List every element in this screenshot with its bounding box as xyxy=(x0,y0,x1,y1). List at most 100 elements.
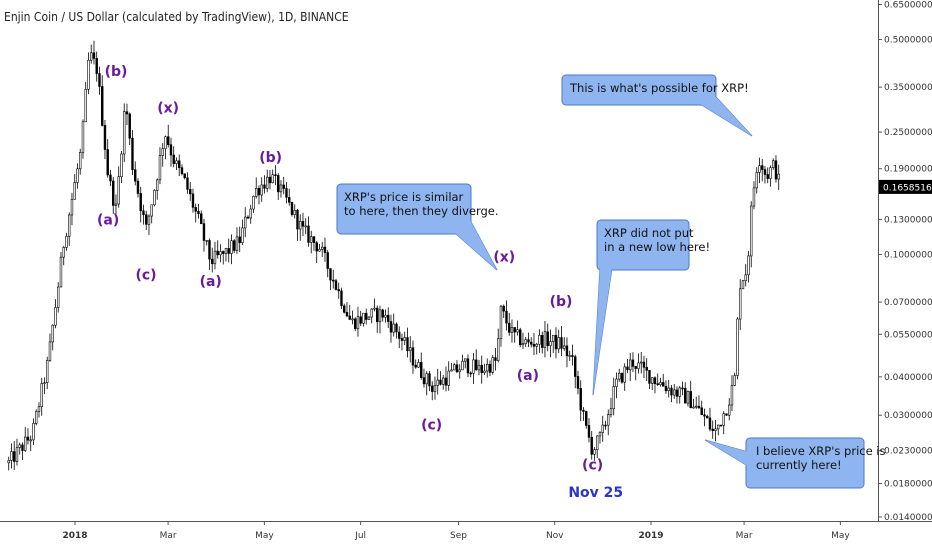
candle-body xyxy=(645,367,648,371)
candle-body xyxy=(717,424,720,430)
candle-body xyxy=(351,318,354,321)
candle-body xyxy=(637,362,640,369)
candle-body xyxy=(153,190,156,206)
candle-body xyxy=(554,334,558,350)
candle-body xyxy=(741,280,745,290)
candle-body xyxy=(486,364,489,372)
wave-label: (x) xyxy=(493,249,515,265)
candle-body xyxy=(612,386,615,410)
candle-body xyxy=(656,383,659,385)
candle-body xyxy=(519,329,522,346)
callout-possible: This is what's possible for XRP! xyxy=(561,74,753,137)
candle-body xyxy=(733,375,736,386)
candle-body xyxy=(304,225,307,228)
candle-body xyxy=(48,341,52,361)
candle-body xyxy=(147,215,151,225)
candle-body xyxy=(310,236,313,243)
candle-body xyxy=(114,203,118,206)
candle-body xyxy=(689,391,692,409)
candle-body xyxy=(134,169,137,182)
candle-body xyxy=(703,414,706,417)
y-tick-label: 0.0700000 xyxy=(884,298,932,308)
y-tick-label: 0.2500000 xyxy=(884,128,932,138)
candle-body xyxy=(461,360,464,371)
candle-body xyxy=(285,188,288,198)
callout-box xyxy=(336,183,472,235)
candle-body xyxy=(348,315,351,320)
candle-body xyxy=(618,373,621,380)
candle-body xyxy=(475,359,478,371)
y-tick-label: 0.0140000 xyxy=(884,513,932,523)
candle-body xyxy=(541,335,544,348)
candle-body xyxy=(629,359,632,371)
candle-body xyxy=(208,240,211,260)
x-tick-label: Nov xyxy=(546,531,564,541)
candle-body xyxy=(752,187,756,207)
candle-body xyxy=(315,242,318,252)
candle-body xyxy=(692,406,695,409)
candle-body xyxy=(670,387,673,396)
x-tick-label: Jul xyxy=(354,531,366,541)
candle-body xyxy=(455,364,459,373)
candle-body xyxy=(640,361,643,364)
candle-body xyxy=(686,391,690,404)
candle-body xyxy=(123,111,126,155)
candle-body xyxy=(587,425,591,438)
candle-body xyxy=(761,165,764,170)
candle-body xyxy=(414,364,417,368)
candle-body xyxy=(409,347,412,352)
candle-body xyxy=(156,179,159,191)
candle-body xyxy=(392,323,395,333)
candle-body xyxy=(381,309,384,318)
candle-body xyxy=(552,334,555,342)
candle-body xyxy=(180,167,184,175)
callout-text: I believe XRP's price is xyxy=(756,444,886,458)
candle-body xyxy=(642,361,646,368)
candle-body xyxy=(387,314,390,322)
candle-body xyxy=(400,338,404,341)
candle-body xyxy=(367,316,371,320)
candle-body xyxy=(95,58,98,74)
candle-body xyxy=(675,389,679,397)
candle-body xyxy=(32,423,35,441)
candle-body xyxy=(183,173,186,179)
candle-body xyxy=(730,385,734,406)
candle-body xyxy=(601,424,604,433)
candle-body xyxy=(510,327,514,333)
callout-pointer-fill xyxy=(593,268,612,395)
candle-body xyxy=(345,312,349,317)
candle-body xyxy=(211,258,214,265)
candle-body xyxy=(535,343,538,347)
candle-body xyxy=(57,286,60,308)
candle-body xyxy=(579,388,582,411)
wave-label: (a) xyxy=(517,368,539,384)
candle-body xyxy=(70,199,74,216)
candle-body xyxy=(464,358,467,362)
candle-body xyxy=(593,449,596,455)
candle-body xyxy=(359,316,362,324)
candle-body xyxy=(538,335,541,345)
candle-body xyxy=(755,172,758,189)
candle-body xyxy=(101,86,104,126)
wave-label: (b) xyxy=(550,294,573,310)
candle-body xyxy=(436,379,439,386)
candle-body xyxy=(219,251,222,256)
candle-body xyxy=(343,305,346,313)
candle-body xyxy=(224,248,228,254)
candle-body xyxy=(758,165,761,173)
candle-body xyxy=(458,369,461,373)
candle-body xyxy=(323,246,327,253)
candle-body xyxy=(334,280,338,290)
candle-body xyxy=(725,413,728,416)
candle-body xyxy=(766,174,769,179)
candle-body xyxy=(191,193,195,208)
candle-body xyxy=(719,424,723,427)
candle-body xyxy=(508,322,511,333)
candle-body xyxy=(571,355,574,357)
callout-text: in a new low here! xyxy=(604,240,710,254)
candle-body xyxy=(51,324,54,343)
candle-body xyxy=(109,174,112,182)
candle-body xyxy=(378,309,382,323)
